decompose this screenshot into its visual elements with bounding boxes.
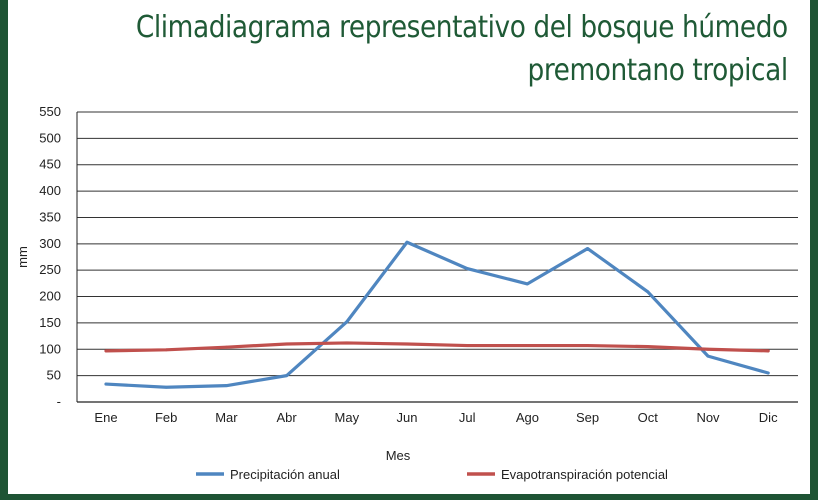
data-point [405,342,409,346]
y-tick-label: - [57,394,61,409]
chart-title: Climadiagrama representativo del bosque … [136,6,788,92]
data-point [586,344,589,347]
data-point [465,267,469,270]
data-point [706,347,710,351]
data-point [345,341,349,345]
data-point [164,348,168,352]
data-point [345,320,349,324]
data-point [104,382,108,386]
x-tick-label: Ago [516,410,539,425]
y-tick-label: 50 [47,368,61,383]
data-point [285,374,288,378]
chart-frame: Climadiagrama representativo del bosque … [8,0,810,494]
data-point [646,290,650,294]
legend-label: Precipitación anual [230,467,340,482]
data-point [586,247,589,250]
data-point [405,240,409,244]
data-point [225,384,228,388]
x-tick-label: Nov [696,410,720,425]
x-tick-label: Ene [94,410,117,425]
legend: Precipitación anual Evapotranspiración po… [196,467,668,482]
x-tick-label: Sep [576,410,599,425]
data-point [526,344,529,347]
y-tick-label: 100 [39,341,61,356]
y-tick-labels: - 50 100 150 200 250 300 350 400 450 500 550 [39,104,61,409]
x-tick-label: May [335,410,360,425]
data-point [766,371,770,375]
y-tick-label: 150 [39,315,61,330]
x-axis-title: Mes [386,448,411,463]
data-point [104,349,108,353]
x-tick-label: Abr [276,410,297,425]
x-tick-label: Oct [638,410,659,425]
y-tick-label: 550 [39,104,61,119]
data-point [646,345,650,349]
y-tick-label: 250 [39,262,61,277]
y-tick-label: 350 [39,209,61,224]
x-tick-label: Jul [459,410,476,425]
series-line-precipitation [104,240,770,389]
chart-title-line-2: premontano tropical [527,53,789,88]
y-tick-label: 450 [39,157,61,172]
data-point [766,349,770,353]
chart-title-line-1: Climadiagrama representativo del bosque … [136,10,788,45]
x-tick-label: Dic [759,410,778,425]
y-axis-title: mm [15,246,30,268]
y-tick-label: 400 [39,183,61,198]
data-point [164,385,168,389]
y-tick-label: 500 [39,130,61,145]
x-tick-label: Jun [397,410,418,425]
series-line-evapotranspiration [104,341,770,353]
x-tick-labels: Ene Feb Mar Abr May Jun Jul Ago Sep Oct Nov Dic [94,410,778,425]
x-tick-label: Mar [215,410,238,425]
data-point [225,345,228,349]
data-point [706,354,710,358]
x-tick-label: Feb [155,410,177,425]
legend-label: Evapotranspiración potencial [501,467,668,482]
series-lines [104,240,770,389]
data-point [285,342,288,346]
data-point [526,282,529,286]
y-tick-label: 200 [39,289,61,304]
data-point [465,344,469,347]
y-tick-label: 300 [39,236,61,251]
